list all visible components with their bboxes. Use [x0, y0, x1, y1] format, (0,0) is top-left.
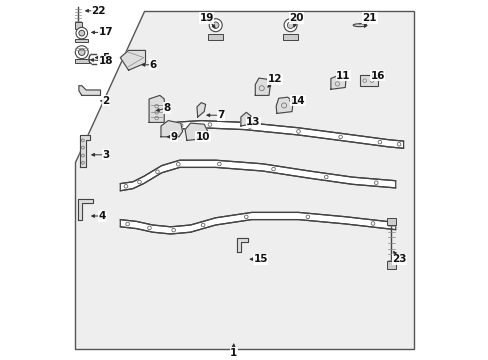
- Polygon shape: [120, 50, 145, 70]
- Circle shape: [79, 49, 85, 55]
- Text: 7: 7: [217, 110, 224, 120]
- Bar: [283, 34, 297, 40]
- Bar: [386, 218, 395, 225]
- Text: 1: 1: [230, 348, 237, 358]
- Text: 12: 12: [267, 74, 282, 84]
- Bar: [75, 39, 88, 42]
- Circle shape: [79, 30, 84, 36]
- Text: 15: 15: [253, 254, 267, 264]
- Circle shape: [287, 22, 293, 28]
- Text: 22: 22: [91, 6, 106, 16]
- Text: 10: 10: [196, 132, 210, 142]
- Circle shape: [212, 22, 219, 28]
- Polygon shape: [237, 238, 247, 252]
- Polygon shape: [120, 212, 395, 234]
- Bar: [75, 22, 81, 29]
- Circle shape: [284, 19, 296, 32]
- Bar: [75, 59, 89, 63]
- Polygon shape: [75, 11, 413, 349]
- Polygon shape: [352, 24, 366, 27]
- Text: 5: 5: [102, 53, 109, 63]
- Text: 3: 3: [102, 150, 109, 160]
- Text: 8: 8: [163, 103, 170, 113]
- Polygon shape: [276, 97, 292, 113]
- Text: 2: 2: [102, 96, 109, 106]
- Polygon shape: [79, 86, 101, 95]
- Polygon shape: [120, 160, 395, 191]
- Circle shape: [75, 46, 88, 59]
- Text: 21: 21: [362, 13, 376, 23]
- Text: 6: 6: [149, 60, 156, 70]
- Circle shape: [209, 19, 222, 32]
- Text: 18: 18: [99, 56, 113, 66]
- Text: 20: 20: [289, 13, 304, 23]
- Text: 13: 13: [246, 117, 260, 127]
- Polygon shape: [161, 121, 182, 137]
- Text: 11: 11: [336, 71, 350, 81]
- Polygon shape: [80, 135, 90, 167]
- Polygon shape: [330, 75, 346, 89]
- Polygon shape: [149, 95, 164, 122]
- Polygon shape: [255, 78, 270, 95]
- Bar: [208, 34, 223, 40]
- Polygon shape: [172, 121, 403, 148]
- Circle shape: [76, 27, 87, 39]
- Text: 14: 14: [290, 96, 305, 106]
- Text: 23: 23: [391, 254, 406, 264]
- Text: 9: 9: [170, 132, 178, 142]
- Polygon shape: [78, 199, 93, 220]
- Text: 16: 16: [370, 71, 384, 81]
- Polygon shape: [185, 123, 207, 140]
- Text: 4: 4: [99, 211, 106, 221]
- Text: 17: 17: [99, 27, 113, 37]
- Bar: [360, 75, 377, 86]
- Text: 19: 19: [199, 13, 213, 23]
- Polygon shape: [241, 112, 250, 126]
- Bar: [386, 261, 395, 269]
- Polygon shape: [197, 103, 205, 117]
